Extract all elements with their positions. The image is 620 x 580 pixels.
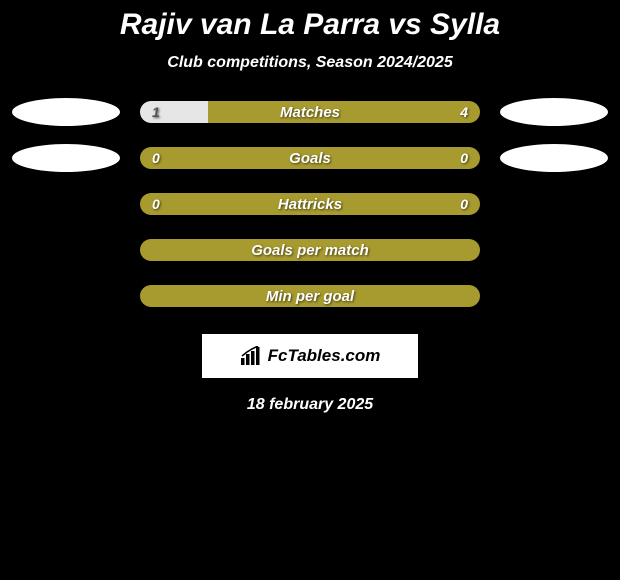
stat-row: 14Matches xyxy=(0,100,620,124)
stat-row: 00Hattricks xyxy=(0,192,620,216)
stat-label: Goals per match xyxy=(140,239,480,261)
stat-row: Min per goal xyxy=(0,284,620,308)
stat-bar: 00Goals xyxy=(140,147,480,169)
stat-label: Goals xyxy=(140,147,480,169)
chart-icon xyxy=(240,346,262,366)
player-flag-left xyxy=(12,98,120,126)
subtitle: Club competitions, Season 2024/2025 xyxy=(0,54,620,72)
stat-label: Hattricks xyxy=(140,193,480,215)
stat-bar: 14Matches xyxy=(140,101,480,123)
stat-row: 00Goals xyxy=(0,146,620,170)
player-flag-right xyxy=(500,98,608,126)
brand-badge: FcTables.com xyxy=(202,334,418,378)
stat-label: Matches xyxy=(140,101,480,123)
stat-bar: Min per goal xyxy=(140,285,480,307)
player-flag-left xyxy=(12,144,120,172)
player-flag-right xyxy=(500,144,608,172)
page-title: Rajiv van La Parra vs Sylla xyxy=(0,8,620,42)
stat-bar: 00Hattricks xyxy=(140,193,480,215)
brand-text: FcTables.com xyxy=(268,346,381,366)
stat-rows: 14Matches 00Goals 00Hattricks Goals per mat… xyxy=(0,100,620,308)
date-text: 18 february 2025 xyxy=(0,396,620,414)
stat-bar: Goals per match xyxy=(140,239,480,261)
comparison-card: Rajiv van La Parra vs Sylla Club competi… xyxy=(0,0,620,414)
stat-label: Min per goal xyxy=(140,285,480,307)
stat-row: Goals per match xyxy=(0,238,620,262)
